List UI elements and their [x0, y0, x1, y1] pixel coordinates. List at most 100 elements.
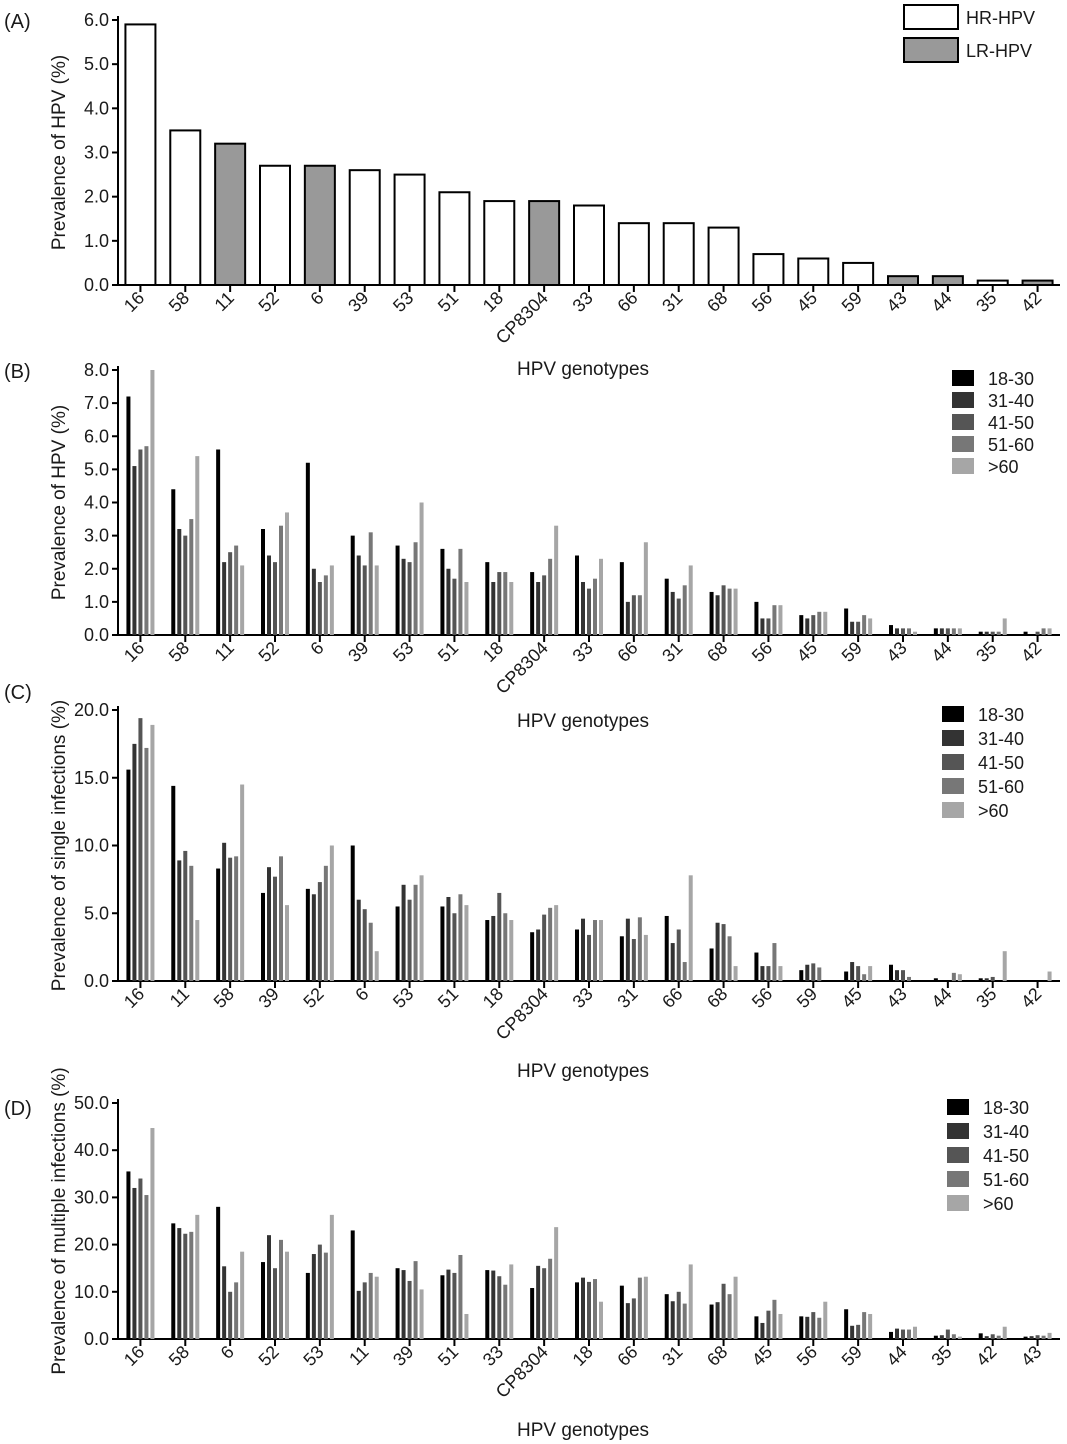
x-tick-label: 11	[345, 1342, 372, 1369]
bar	[169, 129, 202, 286]
bar-over-60	[150, 370, 155, 635]
bar-51-60	[727, 1294, 732, 1339]
chart-panel-b: (B) 0.0 1.0 2.0 3.0 4.0 5.0 6.0 7.0 8.0 Prevalence…	[4, 359, 1060, 698]
x-tick-label: 52	[299, 984, 327, 1012]
bar-over-60	[957, 1336, 962, 1339]
x-tick-label: 58	[165, 1342, 193, 1370]
y-tick-label: 5.0	[84, 459, 109, 479]
bar-18-30	[619, 1285, 624, 1339]
bar-18-30	[261, 529, 265, 635]
y-tick-label: 15.0	[74, 768, 109, 788]
legend-label: 18-30	[988, 369, 1034, 389]
bar-41-50	[497, 892, 502, 981]
x-tick-label: 66	[613, 638, 641, 666]
bar-18-30	[216, 868, 221, 981]
bar-18-30	[395, 1268, 400, 1339]
bar	[887, 275, 919, 286]
x-tick-label: 56	[748, 288, 776, 316]
bar-51-60	[503, 572, 508, 635]
bar-41-50	[676, 929, 681, 981]
bar-over-60	[688, 1264, 693, 1339]
bar-18-30	[889, 625, 893, 635]
bar-over-60	[419, 1289, 424, 1339]
y-tick-label: 5.0	[84, 903, 109, 923]
legend-label: 18-30	[983, 1098, 1029, 1118]
bar-31-40	[670, 591, 675, 635]
legend-swatch	[942, 802, 964, 818]
bar-31-40	[177, 860, 182, 981]
bar-over-60	[419, 875, 424, 981]
bar-31-40	[850, 621, 855, 635]
legend-swatch	[952, 370, 974, 386]
bar-41-50	[228, 1291, 233, 1339]
bar-31-40	[222, 562, 227, 635]
bar-51-60	[144, 446, 149, 635]
x-tick-label: 56	[748, 638, 776, 666]
bar	[438, 191, 471, 286]
bar-over-60	[868, 618, 873, 635]
bar-31-40	[715, 1302, 720, 1339]
bar-41-50	[901, 1329, 905, 1339]
bar-51-60	[234, 1282, 239, 1339]
legend-swatch	[952, 392, 974, 408]
bar-31-40	[356, 555, 361, 635]
x-tick-label: 56	[793, 1342, 821, 1370]
legend-label: 41-50	[983, 1146, 1029, 1166]
x-tick-label: 45	[838, 984, 866, 1012]
bar-over-60	[913, 1326, 917, 1339]
bar-18-30	[440, 906, 445, 981]
bar-over-60	[599, 1301, 603, 1339]
bar	[976, 279, 1009, 287]
y-tick-label: 1.0	[84, 592, 109, 612]
bar	[348, 169, 381, 287]
bar-51-60	[503, 913, 508, 981]
bar-18-30	[575, 929, 579, 981]
bar-51-60	[951, 1334, 956, 1339]
bar-41-50	[317, 582, 322, 635]
bar-51-60	[1041, 1335, 1046, 1339]
x-tick-label: 51	[434, 288, 462, 316]
bar-51-60	[682, 962, 687, 981]
bar-31-40	[267, 1235, 271, 1339]
y-axis-title: Prevalence of HPV (%)	[49, 55, 70, 250]
bar-31-40	[805, 618, 810, 635]
x-tick-label: 59	[793, 984, 821, 1012]
x-tick-label: 39	[255, 984, 283, 1012]
y-tick-label: 3.0	[84, 143, 109, 163]
bar-51-60	[279, 525, 283, 635]
legend-swatch	[947, 1147, 969, 1163]
bar-51-60	[996, 631, 1001, 635]
bar	[617, 222, 650, 287]
bar-18-30	[171, 785, 176, 981]
bar-51-60	[144, 747, 149, 981]
bar-18-30	[844, 608, 849, 635]
bar-18-30	[530, 572, 535, 635]
bar-18-30	[799, 970, 804, 981]
bar-18-30	[1023, 1336, 1028, 1339]
bar-41-50	[138, 449, 143, 635]
bar-41-50	[945, 1329, 950, 1339]
x-tick-label: 66	[658, 984, 686, 1012]
bar-51-60	[727, 588, 732, 635]
bar-51-60	[862, 974, 867, 981]
x-tick-label: 44	[927, 984, 955, 1012]
bar	[797, 257, 830, 286]
bar-over-60	[509, 1264, 514, 1339]
bar-over-60	[599, 920, 603, 981]
bar-31-40	[715, 922, 720, 981]
bar-over-60	[1002, 1326, 1007, 1339]
y-tick-label: 50.0	[74, 1093, 109, 1113]
bar-51-60	[593, 920, 597, 981]
bar-18-30	[575, 1282, 579, 1339]
legend-label: LR-HPV	[966, 41, 1032, 61]
bar	[752, 253, 785, 286]
bar-31-40	[581, 1277, 585, 1339]
legend-label: HR-HPV	[966, 8, 1035, 28]
bar-51-60	[817, 1317, 822, 1339]
x-tick-label: 31	[658, 638, 686, 666]
bar-31-40	[939, 1335, 944, 1339]
bar-over-60	[374, 565, 379, 635]
bar-18-30	[530, 1288, 535, 1339]
bar-31-40	[222, 842, 227, 981]
bar-over-60	[1047, 971, 1052, 981]
